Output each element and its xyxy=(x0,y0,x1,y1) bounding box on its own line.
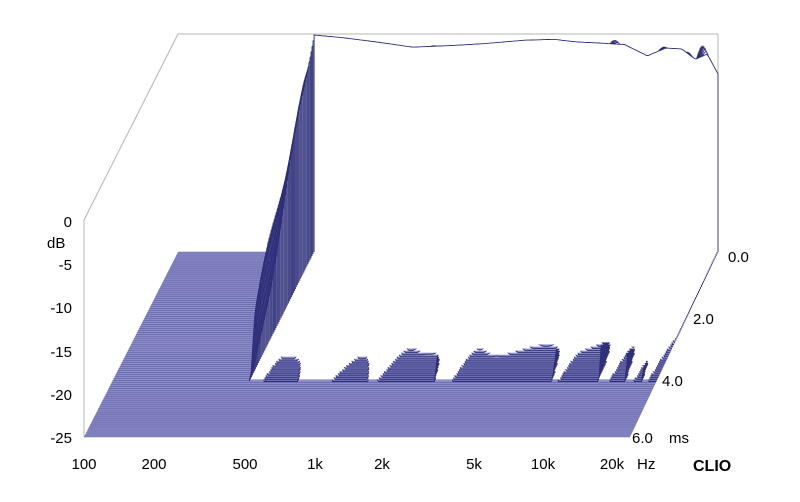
x-tick-500: 500 xyxy=(232,456,257,473)
x-axis-unit: Hz xyxy=(637,456,655,473)
y-axis-label: dB xyxy=(47,235,65,252)
y-axis-ticks: 0 -5 -10 -15 -20 -25 xyxy=(50,214,72,447)
z-tick-4: 4.0 xyxy=(662,373,683,390)
y-tick-minus10: -10 xyxy=(50,300,72,317)
x-tick-2k: 2k xyxy=(374,456,390,473)
y-tick-minus5: -5 xyxy=(59,257,72,274)
x-axis-ticks: 100 200 500 1k 2k 5k 10k 20k Hz xyxy=(71,456,655,473)
x-tick-5k: 5k xyxy=(466,456,482,473)
waterfall-slice xyxy=(313,34,719,252)
y-tick-minus25: -25 xyxy=(50,430,72,447)
x-tick-1k: 1k xyxy=(307,456,323,473)
x-tick-200: 200 xyxy=(141,456,166,473)
z-tick-2: 2.0 xyxy=(693,311,714,328)
y-tick-minus15: -15 xyxy=(50,344,72,361)
z-axis-ticks: 0.0 2.0 4.0 6.0 ms xyxy=(632,249,749,447)
z-axis-unit: ms xyxy=(669,430,689,447)
x-tick-100: 100 xyxy=(71,456,96,473)
z-tick-6: 6.0 xyxy=(632,430,653,447)
waterfall-surface xyxy=(248,34,719,382)
x-tick-20k: 20k xyxy=(600,456,625,473)
y-tick-minus20: -20 xyxy=(50,387,72,404)
clio-brand: CLIO xyxy=(693,458,731,475)
y-tick-0: 0 xyxy=(64,214,72,231)
z-tick-0: 0.0 xyxy=(728,249,749,266)
x-tick-10k: 10k xyxy=(531,456,556,473)
